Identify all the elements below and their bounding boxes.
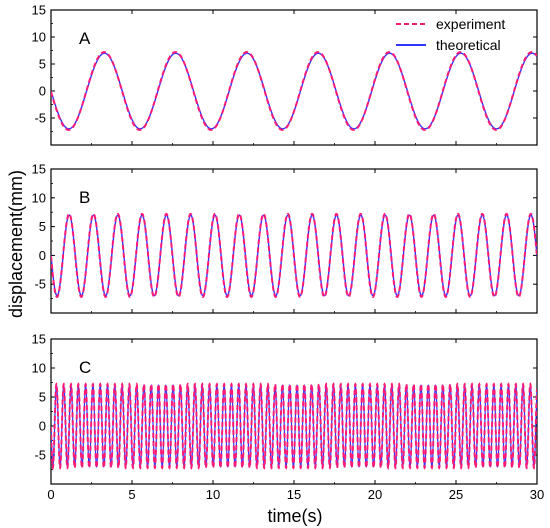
y-tick-label: 15 [32,162,46,177]
legend-label-theoretical: theoretical [436,37,501,53]
series-experiment [51,51,537,131]
y-tick-label: 10 [32,190,46,205]
y-tick-label: 10 [32,30,46,45]
y-tick-label: -5 [34,111,46,126]
y-tick-label: 0 [39,419,46,434]
x-tick-label: 0 [47,487,54,502]
x-tick-label: 5 [128,487,135,502]
y-tick-label: 0 [39,84,46,99]
x-tick-label: 15 [287,487,301,502]
y-tick-label: -5 [34,277,46,292]
y-tick-label: 0 [39,248,46,263]
y-tick-label: 10 [32,361,46,376]
plot-frame [50,168,538,314]
y-axis-title: displacement(mm) [6,170,26,318]
series-experiment [51,382,537,470]
panel-B: -5 0 5 10 15 B [32,162,538,314]
panel-C: -5 0 5 10 15 0 5 10 15 20 25 30 C [32,332,545,503]
y-tick-label: 15 [32,3,46,18]
legend-label-experiment: experiment [436,16,505,32]
legend: experiment theoretical [396,16,505,53]
y-tick-label: 15 [32,332,46,347]
series-experiment [51,212,537,298]
y-tick-label: 5 [39,219,46,234]
x-tick-label: 20 [368,487,382,502]
x-axis-title: time(s) [268,506,323,526]
panels: -5051015Aexperimenttheoretical-5051015B-… [32,3,545,503]
y-tick-label: 5 [39,57,46,72]
series-theoretical [51,52,537,130]
x-tick-label: 25 [449,487,463,502]
panel-label: C [79,358,91,377]
y-tick-label: -5 [34,448,46,463]
x-tick-label: 10 [206,487,220,502]
panel-label: B [79,188,90,207]
y-tick-label: 5 [39,390,46,405]
panel-label: A [79,29,91,48]
x-tick-label: 30 [530,487,544,502]
